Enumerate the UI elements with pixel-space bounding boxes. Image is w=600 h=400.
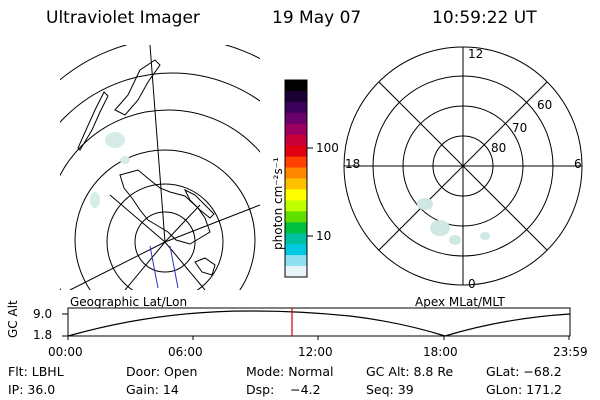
meridian-line: [109, 194, 166, 243]
coastline: [119, 169, 211, 245]
right-panel-caption: Apex MLat/MLT: [415, 295, 505, 309]
track-line: [149, 245, 159, 289]
colorbar-band: [285, 156, 307, 169]
colorbar-band: [285, 145, 307, 158]
coastline: [183, 188, 215, 219]
footer-mode: Mode: Normal: [246, 364, 334, 379]
time-tick-0000: 00:00: [48, 345, 83, 359]
colorbar-band: [285, 80, 307, 92]
aurora-emission: [417, 198, 490, 245]
meridian-line: [164, 204, 201, 243]
mlt-label-6: 6: [574, 157, 582, 171]
meridian-line: [69, 241, 166, 290]
left-panel-caption: Geographic Lat/Lon: [70, 295, 188, 309]
colorbar-band: [285, 255, 307, 267]
time-label: 10:59:22 UT: [432, 8, 537, 28]
time-tick-2359: 23:59: [553, 345, 588, 359]
coastline: [114, 59, 161, 116]
colorbar-band: [285, 178, 307, 190]
colorbar-band: [285, 244, 307, 256]
time-tick-1800: 18:00: [423, 345, 458, 359]
colorbar-band: [285, 90, 307, 103]
coastline: [77, 91, 109, 151]
colorbar-band: [285, 200, 307, 212]
colorbar-tick-100: 100: [316, 141, 339, 155]
time-tick-0600: 06:00: [168, 345, 203, 359]
altitude-ytick-max: 9.0: [33, 307, 53, 321]
colorbar-band: [285, 112, 307, 125]
date-label: 19 May 07: [272, 8, 362, 28]
lat-circle: [60, 72, 260, 124]
time-tick-1200: 12:00: [298, 345, 333, 359]
footer-glat: GLat: −68.2: [486, 364, 562, 379]
footer-dsp: Dsp: −4.2: [246, 382, 321, 397]
altitude-plot-frame: [67, 307, 571, 337]
colorbar-band: [285, 123, 307, 136]
meridian-line: [149, 45, 166, 243]
footer-gc-alt: GC Alt: 8.8 Re: [366, 364, 454, 379]
altitude-ytick-min: 1.8: [33, 328, 53, 342]
lat-circle: [60, 109, 260, 290]
lat-circle: [106, 183, 224, 290]
altitude-ylabel: GC Alt: [6, 300, 20, 338]
footer-gain: Gain: 14: [126, 382, 179, 397]
coastline: [194, 257, 216, 276]
meridian-line: [164, 241, 206, 290]
colorbar-band: [285, 211, 307, 223]
colorbar-band: [285, 167, 307, 179]
altitude-curve: [67, 310, 571, 337]
colorbar-band: [285, 222, 307, 234]
lat-circle: [134, 211, 196, 273]
mlt-label-12: 12: [468, 47, 484, 61]
mlat-label-60: 60: [537, 98, 553, 112]
footer-seq: Seq: 39: [366, 382, 414, 397]
footer-ip: IP: 36.0: [8, 382, 56, 397]
colorbar-tick-10: 10: [316, 229, 332, 243]
colorbar-band: [285, 189, 307, 201]
meridian-line: [164, 204, 260, 243]
mlat-label-80: 80: [491, 141, 507, 155]
colorbar-band: [285, 266, 307, 278]
instrument-title: Ultraviolet Imager: [46, 8, 200, 28]
lat-circle: [74, 149, 256, 290]
colorbar-band: [285, 233, 307, 245]
footer-door: Door: Open: [126, 364, 198, 379]
mlt-label-18: 18: [345, 157, 361, 171]
mlat-label-70: 70: [512, 121, 528, 135]
mlt-line: [378, 81, 548, 251]
track-line: [169, 245, 179, 289]
mlt-label-0: 0: [468, 277, 476, 291]
meridian-line: [124, 241, 166, 290]
footer-glon: GLon: 171.2: [486, 382, 562, 397]
footer-filter: Flt: LBHL: [8, 364, 64, 379]
colorbar-band: [285, 101, 307, 114]
colorbar-band: [285, 134, 307, 147]
